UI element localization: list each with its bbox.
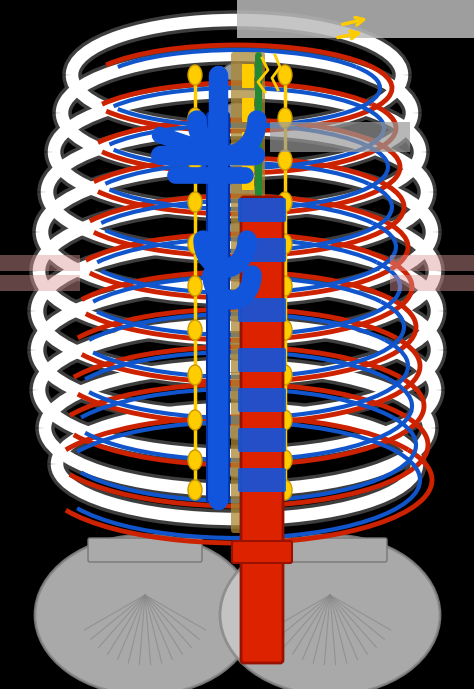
Ellipse shape bbox=[248, 107, 262, 118]
Ellipse shape bbox=[223, 342, 251, 360]
FancyBboxPatch shape bbox=[242, 234, 254, 258]
FancyBboxPatch shape bbox=[270, 122, 410, 152]
Ellipse shape bbox=[278, 410, 292, 430]
FancyBboxPatch shape bbox=[238, 468, 286, 492]
FancyBboxPatch shape bbox=[390, 255, 474, 271]
Ellipse shape bbox=[212, 345, 226, 356]
Ellipse shape bbox=[278, 65, 292, 85]
FancyBboxPatch shape bbox=[242, 132, 254, 156]
Ellipse shape bbox=[278, 450, 292, 470]
Ellipse shape bbox=[188, 276, 202, 296]
FancyBboxPatch shape bbox=[242, 404, 254, 428]
Ellipse shape bbox=[223, 143, 251, 161]
Ellipse shape bbox=[223, 103, 251, 121]
Ellipse shape bbox=[212, 67, 226, 77]
FancyBboxPatch shape bbox=[207, 113, 229, 502]
Ellipse shape bbox=[248, 345, 262, 356]
Ellipse shape bbox=[223, 263, 251, 281]
FancyBboxPatch shape bbox=[88, 538, 202, 562]
FancyBboxPatch shape bbox=[242, 200, 254, 224]
FancyBboxPatch shape bbox=[238, 428, 286, 452]
Ellipse shape bbox=[212, 386, 226, 396]
Ellipse shape bbox=[223, 223, 251, 241]
Ellipse shape bbox=[278, 192, 292, 212]
Ellipse shape bbox=[188, 234, 202, 254]
Ellipse shape bbox=[212, 424, 226, 435]
FancyBboxPatch shape bbox=[242, 98, 254, 122]
Ellipse shape bbox=[248, 187, 262, 198]
Ellipse shape bbox=[278, 480, 292, 500]
Ellipse shape bbox=[248, 462, 262, 473]
Ellipse shape bbox=[248, 386, 262, 396]
FancyBboxPatch shape bbox=[238, 348, 286, 372]
FancyBboxPatch shape bbox=[242, 370, 254, 394]
FancyBboxPatch shape bbox=[238, 198, 286, 222]
Ellipse shape bbox=[223, 382, 251, 400]
Ellipse shape bbox=[278, 234, 292, 254]
FancyBboxPatch shape bbox=[0, 255, 80, 271]
Ellipse shape bbox=[212, 147, 226, 158]
Ellipse shape bbox=[188, 410, 202, 430]
FancyBboxPatch shape bbox=[390, 275, 474, 291]
Ellipse shape bbox=[248, 67, 262, 77]
Ellipse shape bbox=[212, 267, 226, 278]
Ellipse shape bbox=[223, 303, 251, 321]
Ellipse shape bbox=[212, 307, 226, 318]
Ellipse shape bbox=[212, 227, 226, 238]
Ellipse shape bbox=[249, 550, 267, 590]
Ellipse shape bbox=[278, 365, 292, 385]
Ellipse shape bbox=[223, 183, 251, 201]
Ellipse shape bbox=[248, 227, 262, 238]
FancyBboxPatch shape bbox=[237, 0, 474, 38]
Ellipse shape bbox=[188, 108, 202, 128]
FancyBboxPatch shape bbox=[232, 541, 292, 563]
Ellipse shape bbox=[223, 459, 251, 477]
Ellipse shape bbox=[220, 535, 440, 689]
Ellipse shape bbox=[248, 424, 262, 435]
Ellipse shape bbox=[248, 307, 262, 318]
FancyBboxPatch shape bbox=[0, 275, 80, 291]
FancyBboxPatch shape bbox=[242, 336, 254, 360]
FancyBboxPatch shape bbox=[242, 166, 254, 190]
FancyBboxPatch shape bbox=[242, 506, 254, 521]
FancyBboxPatch shape bbox=[238, 298, 286, 322]
FancyBboxPatch shape bbox=[242, 438, 254, 462]
Ellipse shape bbox=[278, 320, 292, 340]
Ellipse shape bbox=[248, 147, 262, 158]
Ellipse shape bbox=[212, 107, 226, 118]
Ellipse shape bbox=[188, 65, 202, 85]
FancyBboxPatch shape bbox=[273, 538, 387, 562]
FancyBboxPatch shape bbox=[242, 268, 254, 292]
Ellipse shape bbox=[188, 365, 202, 385]
Ellipse shape bbox=[212, 462, 226, 473]
FancyBboxPatch shape bbox=[242, 472, 254, 496]
Ellipse shape bbox=[278, 108, 292, 128]
Ellipse shape bbox=[212, 187, 226, 198]
Ellipse shape bbox=[278, 150, 292, 170]
FancyBboxPatch shape bbox=[238, 388, 286, 412]
Ellipse shape bbox=[278, 276, 292, 296]
FancyBboxPatch shape bbox=[242, 302, 254, 326]
Ellipse shape bbox=[248, 267, 262, 278]
Ellipse shape bbox=[188, 320, 202, 340]
FancyBboxPatch shape bbox=[242, 64, 254, 88]
Ellipse shape bbox=[35, 535, 255, 689]
FancyBboxPatch shape bbox=[241, 197, 283, 663]
FancyBboxPatch shape bbox=[231, 52, 265, 533]
Ellipse shape bbox=[223, 63, 251, 81]
Ellipse shape bbox=[188, 150, 202, 170]
Ellipse shape bbox=[188, 480, 202, 500]
Ellipse shape bbox=[188, 450, 202, 470]
Ellipse shape bbox=[188, 192, 202, 212]
Ellipse shape bbox=[223, 421, 251, 439]
FancyBboxPatch shape bbox=[238, 238, 286, 262]
